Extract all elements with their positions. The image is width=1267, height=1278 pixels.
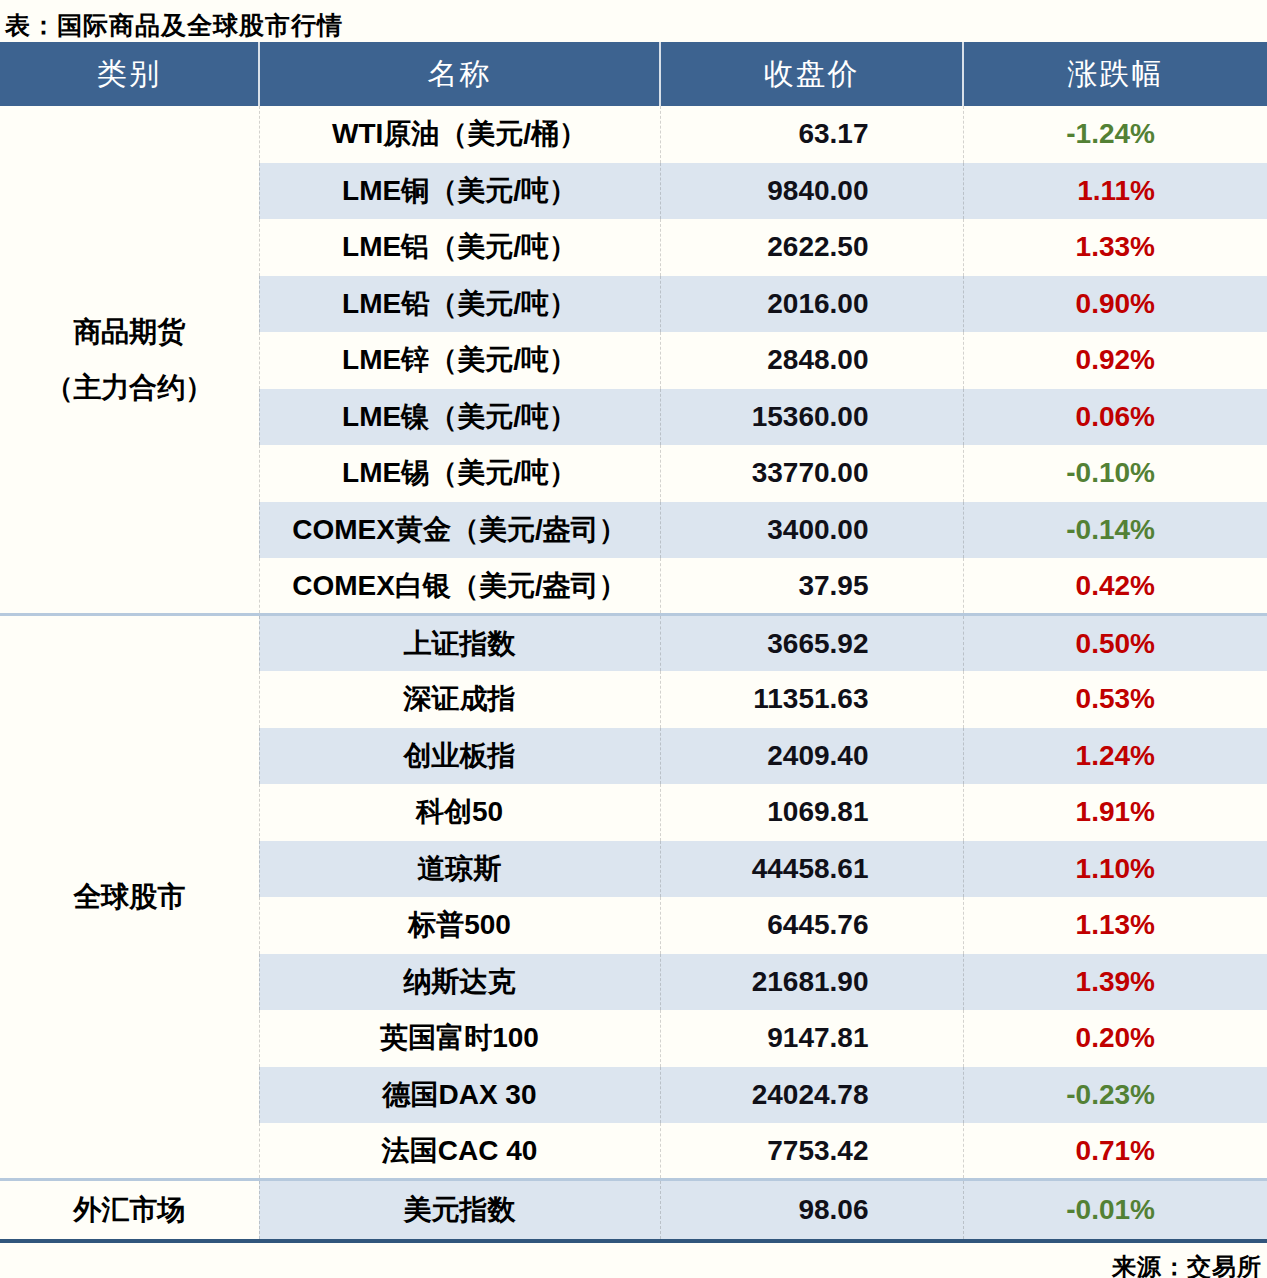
close-cell: 1069.81 [660,784,963,841]
close-cell: 2409.40 [660,728,963,785]
category-label-line: 全球股市 [1,869,258,925]
close-cell: 3665.92 [660,615,963,672]
close-cell: 24024.78 [660,1067,963,1124]
category-label-line: 外汇市场 [1,1182,258,1238]
close-cell: 37.95 [660,558,963,615]
change-cell: 1.91% [963,784,1267,841]
close-cell: 98.06 [660,1180,963,1242]
name-cell: 法国CAC 40 [259,1123,660,1180]
change-cell: 1.39% [963,954,1267,1011]
change-cell: -0.23% [963,1067,1267,1124]
close-cell: 9147.81 [660,1010,963,1067]
category-cell-forex: 外汇市场 [0,1180,259,1242]
change-cell: -0.14% [963,502,1267,559]
change-cell: 0.71% [963,1123,1267,1180]
name-cell: 纳斯达克 [259,954,660,1011]
name-cell: COMEX黄金（美元/盎司） [259,502,660,559]
source-note: 来源：交易所 [0,1251,1267,1278]
name-cell: WTI原油（美元/桶） [259,106,660,163]
close-cell: 21681.90 [660,954,963,1011]
change-cell: 1.11% [963,163,1267,220]
name-cell: 标普500 [259,897,660,954]
category-cell-commodity-futures: 商品期货 （主力合约） [0,106,259,615]
table-row: 外汇市场 美元指数 98.06 -0.01% [0,1180,1267,1242]
name-cell: 道琼斯 [259,841,660,898]
change-cell: 1.24% [963,728,1267,785]
close-cell: 63.17 [660,106,963,163]
column-header-close: 收盘价 [660,42,963,106]
table-row: 商品期货 （主力合约） WTI原油（美元/桶） 63.17 -1.24% [0,106,1267,163]
category-label-line: （主力合约） [1,360,258,416]
name-cell: LME镍（美元/吨） [259,389,660,446]
name-cell: 德国DAX 30 [259,1067,660,1124]
change-cell: 0.53% [963,671,1267,728]
name-cell: 深证成指 [259,671,660,728]
name-cell: LME锡（美元/吨） [259,445,660,502]
close-cell: 2848.00 [660,332,963,389]
change-cell: 0.06% [963,389,1267,446]
close-cell: 2622.50 [660,219,963,276]
category-cell-global-stocks: 全球股市 [0,615,259,1180]
name-cell: LME铜（美元/吨） [259,163,660,220]
name-cell: LME铝（美元/吨） [259,219,660,276]
name-cell: 上证指数 [259,615,660,672]
category-label-line: 商品期货 [1,304,258,360]
change-cell: 1.10% [963,841,1267,898]
change-cell: 1.13% [963,897,1267,954]
name-cell: LME铅（美元/吨） [259,276,660,333]
close-cell: 2016.00 [660,276,963,333]
market-report-page: 表：国际商品及全球股市行情 类别 名称 收盘价 涨跌幅 商品期货 （主力合约） … [0,0,1267,1278]
change-cell: 0.90% [963,276,1267,333]
name-cell: 英国富时100 [259,1010,660,1067]
name-cell: 科创50 [259,784,660,841]
close-cell: 6445.76 [660,897,963,954]
column-header-change: 涨跌幅 [963,42,1267,106]
close-cell: 11351.63 [660,671,963,728]
name-cell: LME锌（美元/吨） [259,332,660,389]
name-cell: COMEX白银（美元/盎司） [259,558,660,615]
close-cell: 3400.00 [660,502,963,559]
name-cell: 美元指数 [259,1180,660,1242]
close-cell: 7753.42 [660,1123,963,1180]
table-row: 全球股市 上证指数 3665.92 0.50% [0,615,1267,672]
change-cell: -1.24% [963,106,1267,163]
page-title: 表：国际商品及全球股市行情 [0,0,1267,42]
change-cell: 1.33% [963,219,1267,276]
close-cell: 9840.00 [660,163,963,220]
market-table: 类别 名称 收盘价 涨跌幅 商品期货 （主力合约） WTI原油（美元/桶） 63… [0,42,1267,1243]
close-cell: 33770.00 [660,445,963,502]
column-header-category: 类别 [0,42,259,106]
change-cell: 0.92% [963,332,1267,389]
column-header-name: 名称 [259,42,660,106]
close-cell: 44458.61 [660,841,963,898]
name-cell: 创业板指 [259,728,660,785]
close-cell: 15360.00 [660,389,963,446]
change-cell: -0.01% [963,1180,1267,1242]
change-cell: -0.10% [963,445,1267,502]
header-row: 类别 名称 收盘价 涨跌幅 [0,42,1267,106]
change-cell: 0.50% [963,615,1267,672]
change-cell: 0.20% [963,1010,1267,1067]
change-cell: 0.42% [963,558,1267,615]
